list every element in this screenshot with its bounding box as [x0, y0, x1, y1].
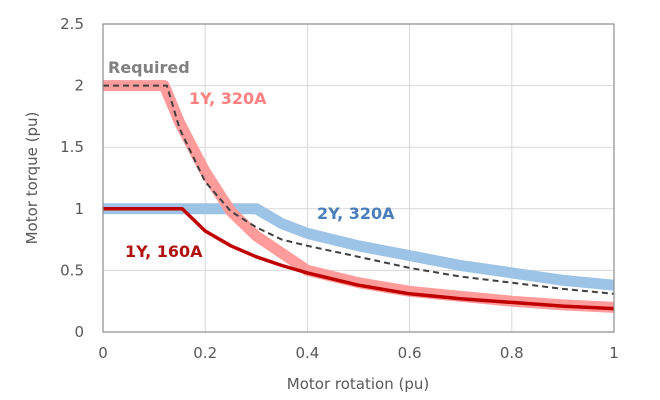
series-line-1y-160a	[103, 207, 615, 311]
plot-frame	[102, 23, 615, 333]
y-tick-label: 2	[74, 77, 84, 95]
x-tick-label: 0.2	[193, 344, 217, 362]
series-line-2y-320a	[103, 203, 615, 291]
label-2y-320a: 2Y, 320A	[317, 204, 395, 223]
y-tick-label: 1.5	[60, 138, 84, 156]
series-line-required	[103, 84, 615, 295]
label-1y-160a: 1Y, 160A	[125, 242, 203, 261]
y-tick-label: 1	[74, 200, 84, 218]
y-axis-label: Motor torque (pu)	[23, 112, 41, 245]
x-axis-label: Motor rotation (pu)	[287, 375, 429, 393]
y-tick-label: 2.5	[60, 15, 84, 33]
x-tick-label: 0.4	[295, 344, 319, 362]
x-tick-label: 1	[609, 344, 619, 362]
label-required: Required	[108, 58, 190, 77]
x-tick-label: 0.8	[500, 344, 524, 362]
x-tick-label: 0	[98, 344, 108, 362]
y-tick-label: 0	[74, 323, 84, 341]
y-tick-label: 0.5	[60, 261, 84, 279]
series-group	[103, 80, 615, 313]
plot-border	[102, 23, 615, 333]
tick-labels: 0 0.2 0.4 0.6 0.8 1 0 0.5 1 1.5 2 2.5	[60, 15, 619, 362]
label-1y-320a: 1Y, 320A	[189, 89, 267, 108]
x-tick-label: 0.6	[398, 344, 422, 362]
